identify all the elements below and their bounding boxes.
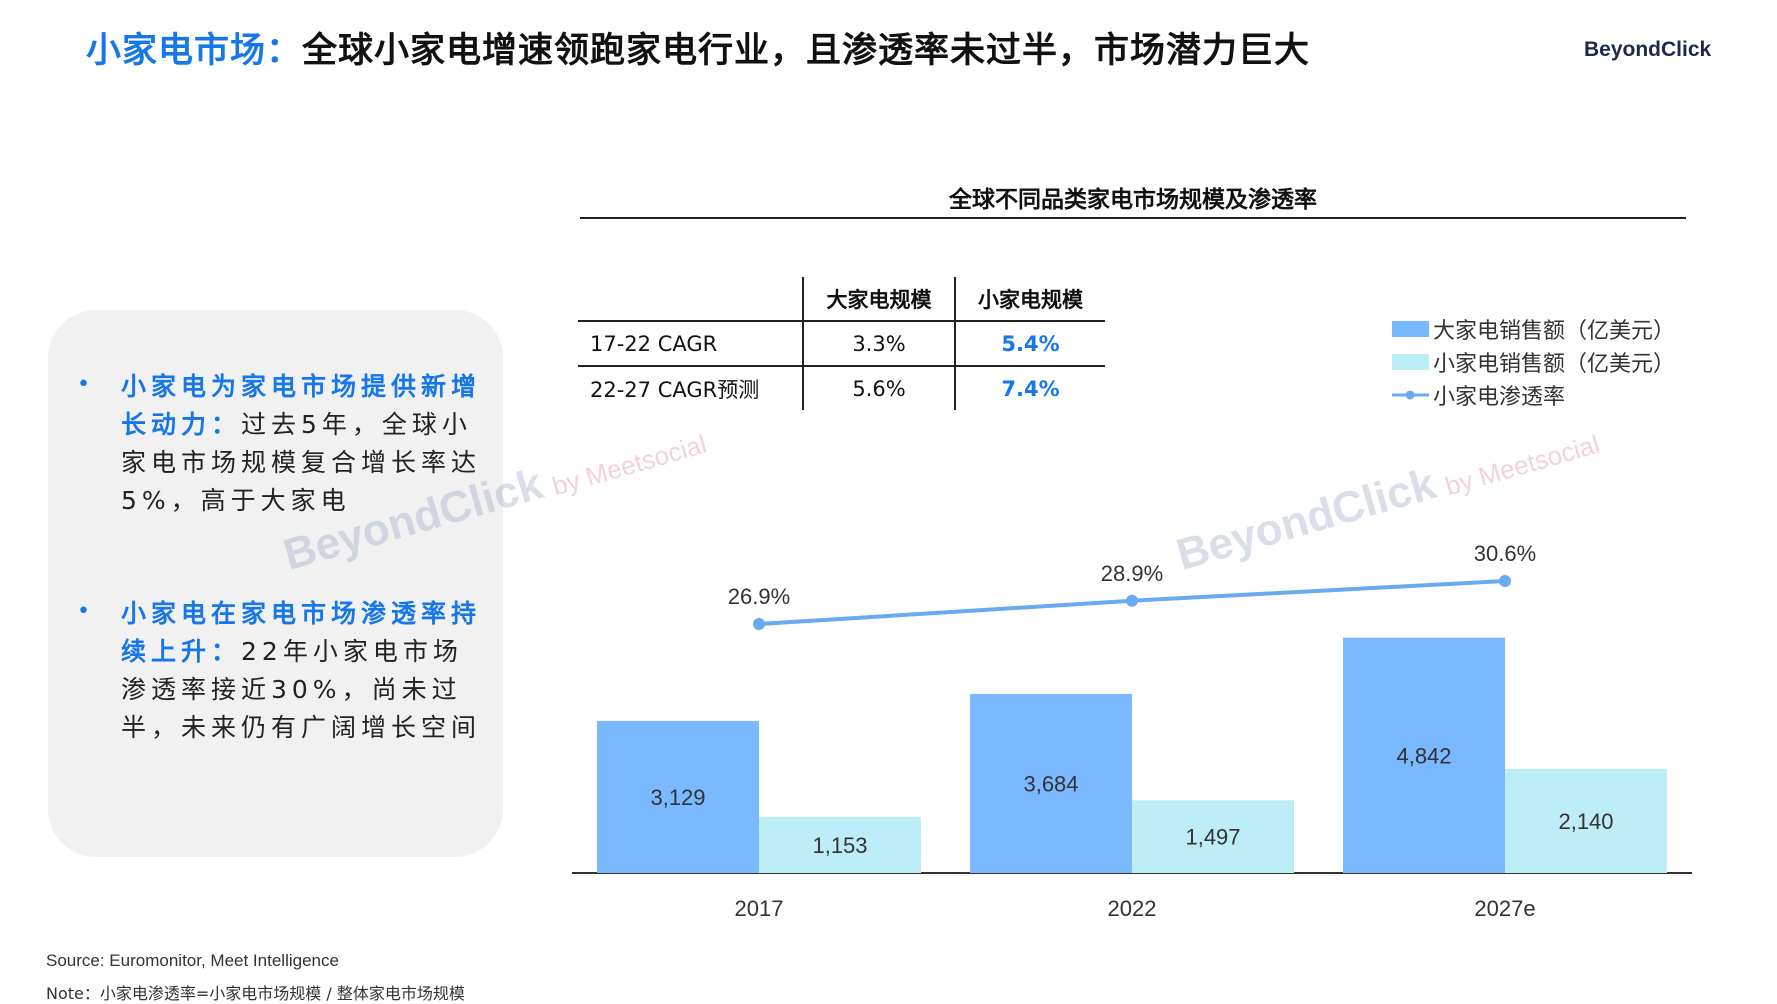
rate-label-2017: 26.9% [728, 584, 790, 609]
table-header-large: 大家电规模 [802, 277, 955, 322]
bullet-2-text: 22年小家电市场渗透率接近30%，尚未过半，未来仍有广阔增长空间 [121, 637, 482, 742]
table-header-small: 小家电规模 [954, 277, 1105, 322]
bar-large-2022 [970, 693, 1132, 873]
bullet-dot: • [77, 372, 90, 397]
rate-label-2027e: 30.6% [1474, 541, 1536, 566]
legend-swatch-rate [1392, 390, 1429, 399]
data-label-small-2022: 1,497 [1185, 825, 1240, 850]
bar-small-2022 [1132, 800, 1294, 873]
bar-small-2027e [1505, 768, 1667, 873]
rate-point-2017 [753, 618, 765, 630]
rate-point-2027e [1499, 575, 1511, 587]
table-cell-small: 7.4% [954, 366, 1105, 410]
legend-label-large: 大家电销售额（亿美元） [1433, 318, 1676, 344]
x-tick-2017: 2017 [735, 896, 784, 921]
data-label-small-2027e: 2,140 [1558, 809, 1613, 834]
page-title: 小家电市场：全球小家电增速领跑家电行业，且渗透率未过半，市场潜力巨大 [86, 22, 1310, 73]
bullet-1: • 小家电为家电市场提供新增长动力：过去5年，全球小家电市场规模复合增长率达5%… [73, 368, 483, 520]
bullet-1-lead: 小家电为家电市场提供新增长动力： [121, 372, 482, 439]
title-text: 全球小家电增速领跑家电行业，且渗透率未过半，市场潜力巨大 [302, 31, 1311, 71]
legend-swatch-large [1392, 320, 1429, 337]
table-cell-large: 3.3% [802, 321, 955, 367]
bullet-1-text: 过去5年，全球小家电市场规模复合增长率达5%，高于大家电 [121, 410, 482, 515]
legend-label-rate: 小家电渗透率 [1433, 384, 1566, 410]
data-label-small-2017: 1,153 [812, 833, 867, 858]
source-text: Source: Euromonitor, Meet Intelligence [46, 951, 339, 970]
table-header-row: 大家电规模 小家电规模 [578, 277, 1105, 322]
legend-item-small: 小家电销售额（亿美元） [1392, 345, 1675, 378]
note-text: Note：小家电渗透率=小家电市场规模 / 整体家电市场规模 [46, 984, 465, 1003]
cagr-table: 大家电规模 小家电规模 17-22 CAGR 3.3% 5.4% 22-27 C… [578, 277, 1105, 410]
legend-item-rate: 小家电渗透率 [1392, 378, 1675, 411]
data-label-large-2017: 3,129 [650, 785, 705, 810]
bullet-2: • 小家电在家电市场渗透率持续上升：22年小家电市场渗透率接近30%，尚未过半，… [73, 595, 483, 747]
rate-label-2022: 28.9% [1101, 561, 1163, 586]
table-row-label: 22-27 CAGR预测 [590, 377, 760, 402]
bar-small-2017 [759, 816, 921, 873]
chart-legend: 大家电销售额（亿美元） 小家电销售额（亿美元） 小家电渗透率 [1392, 312, 1675, 411]
table-cell-large: 5.6% [802, 366, 955, 410]
legend-label-small: 小家电销售额（亿美元） [1433, 351, 1676, 377]
table-header-empty [578, 277, 803, 322]
table-row-label: 17-22 CAGR [578, 321, 803, 367]
chart-title: 全球不同品类家电市场规模及渗透率 [949, 187, 1317, 213]
data-label-large-2022: 3,684 [1023, 771, 1078, 796]
x-tick-2027e: 2027e [1474, 896, 1535, 921]
chart-title-rule [580, 217, 1686, 219]
x-tick-2022: 2022 [1108, 896, 1157, 921]
legend-item-large: 大家电销售额（亿美元） [1392, 312, 1675, 345]
summary-panel [48, 310, 503, 857]
table-cell-small: 5.4% [954, 321, 1105, 367]
bullet-dot: • [77, 599, 90, 624]
bullet-2-lead: 小家电在家电市场渗透率持续上升： [121, 599, 482, 666]
bar-large-2017 [597, 720, 759, 873]
data-label-large-2027e: 4,842 [1396, 743, 1451, 768]
brand-logo: BeyondClick [1584, 38, 1712, 61]
legend-swatch-small [1392, 353, 1429, 370]
title-highlight: 小家电市场： [86, 31, 303, 71]
table-row: 17-22 CAGR 3.3% 5.4% [578, 321, 1105, 367]
bar-large-2027e [1343, 637, 1505, 873]
table-row: 22-27 CAGR预测 5.6% 7.4% [578, 366, 1105, 410]
rate-point-2022 [1126, 594, 1138, 607]
